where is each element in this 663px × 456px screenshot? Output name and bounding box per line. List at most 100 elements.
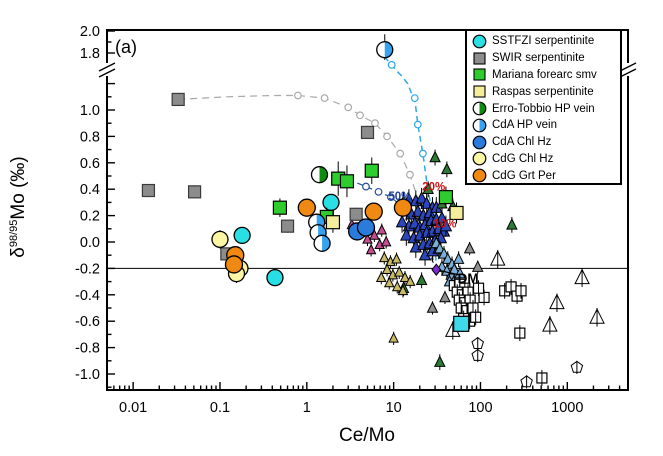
x-tick-label: 100 <box>468 400 492 416</box>
cda-hp-mixing-curve-marker <box>413 120 422 129</box>
steel-blue-triangles-point <box>452 251 465 268</box>
plot-border <box>106 29 629 391</box>
gray-triangles-point <box>463 241 476 256</box>
cdg-chl-hz-point <box>211 230 229 249</box>
circle-legend-marker-icon <box>472 168 487 183</box>
y-tick-label: 1.0 <box>80 103 100 119</box>
legend-item-swir-serpentinite: SWIR serpentinite <box>471 50 620 67</box>
panel-label: (a) <box>115 37 137 57</box>
swir-serpentinite-point <box>141 183 156 198</box>
khaki-triangles-point <box>397 284 409 298</box>
erro-tobbio-hp-vein-point <box>310 166 329 184</box>
magenta-triangles-point <box>365 243 377 257</box>
legend-item-cdg-chl-hz: CdG Chl Hz <box>471 151 620 168</box>
legend-label: CdA Chl Hz <box>492 136 552 149</box>
x-tick-label: 0.01 <box>119 400 147 416</box>
legend-item-erro-tobbio-hp-vein: Erro-Tobbio HP vein <box>471 100 620 117</box>
steel-blue-triangles-point <box>441 251 454 268</box>
open-squares-point <box>470 309 482 326</box>
open-squares-point <box>514 325 526 341</box>
x-tick-label: 1 <box>303 400 311 416</box>
swir-serpentinite-point <box>280 219 295 233</box>
legend-item-mariana-forearc-smv: Mariana forearc smv <box>471 67 620 84</box>
cdg-grt-per-point <box>224 255 244 274</box>
x-tick-label: 10 <box>386 400 402 416</box>
legend-label: CdG Chl Hz <box>492 152 554 165</box>
cdg-grt-per-point <box>297 198 316 217</box>
annotation-50pct: 50% <box>388 191 411 203</box>
y-tick-label: 1.8 <box>80 46 100 62</box>
half-circle-legend-marker-icon <box>472 118 487 133</box>
khaki-triangles-point <box>399 271 411 285</box>
y-tick-label: 0.6 <box>80 156 100 172</box>
magenta-triangles-point <box>380 235 392 249</box>
open-triangles-point <box>549 293 565 312</box>
y-tick-label: -0.4 <box>75 288 100 304</box>
cda-hp-mixing-curve-marker <box>418 149 427 158</box>
swir-serpentinite-point <box>349 207 363 221</box>
swir-mixing-curve-marker <box>356 111 364 120</box>
fifty-pct-mixing-curve-marker <box>362 182 370 191</box>
open-triangles-point <box>574 268 590 287</box>
fifty-pct-mixing-curve-marker <box>374 187 383 196</box>
legend-item-raspas-serpentinite: Raspas serpentinite <box>471 83 620 100</box>
cdg-grt-per-point <box>364 202 383 221</box>
dark-green-triangles-point <box>422 181 435 198</box>
half-circle-legend-marker-icon <box>472 101 487 116</box>
open-pentagons-point <box>471 336 484 351</box>
open-squares-point <box>472 280 485 297</box>
swir-mixing-curve-marker <box>294 91 302 100</box>
legend-label: SSTFZI serpentinite <box>492 35 595 48</box>
cdg-grt-per-point <box>393 198 413 217</box>
dark-green-triangles-point <box>415 272 428 289</box>
cda-chl-hz-point <box>356 218 376 237</box>
y-tick-label: 0.0 <box>80 235 100 251</box>
sstfzi-serpentinite-point <box>266 268 284 287</box>
circle-legend-marker-icon <box>472 152 487 166</box>
open-pentagons-point <box>520 375 533 389</box>
sstfzi-serpentinite-point <box>322 193 340 212</box>
cda-hp-vein-point <box>376 34 394 60</box>
cda-hp-vein-point <box>313 234 331 252</box>
legend-item-cdg-grt-per: CdG Grt Per <box>471 167 620 184</box>
swir-mixing-curve-marker <box>320 94 329 103</box>
x-tick-label: 1000 <box>551 400 583 416</box>
x-axis-title: Ce/Mo <box>339 425 395 446</box>
y-tick-label: 0.4 <box>80 182 100 198</box>
legend-item-cda-hp-vein: CdA HP vein <box>471 117 620 134</box>
open-pentagons-point <box>471 348 484 363</box>
swir-serpentinite-point <box>171 92 185 107</box>
cda-hp-mixing-curve-marker <box>387 60 396 69</box>
legend-label: Mariana forearc smv <box>492 68 597 81</box>
dark-green-triangles-point <box>441 161 453 178</box>
raspas-serpentinite-point <box>449 202 464 224</box>
axis-break-mark <box>619 62 637 72</box>
legend-item-sstfzi-serpentinite: SSTFZI serpentinite <box>471 33 620 50</box>
raspas-serpentinite-point <box>325 211 341 233</box>
square-legend-marker-icon <box>473 85 486 98</box>
cda-hp-mixing-curve-marker <box>410 94 419 103</box>
mariana-forearc-smv-point <box>272 198 288 217</box>
open-pentagons-point <box>570 360 584 374</box>
swir-serpentinite-point <box>360 125 375 140</box>
sstfzi-serpentinite-point <box>233 226 251 245</box>
swir-mixing-curve-marker <box>383 132 391 141</box>
dm-arrow <box>439 269 460 276</box>
khaki-triangles-point <box>383 276 395 290</box>
y-tick-label: -0.8 <box>75 341 100 357</box>
circle-legend-marker-icon <box>472 34 487 49</box>
annotation-10pct: 10% <box>433 219 456 231</box>
open-squares-point <box>536 370 548 386</box>
y-tick-label: 0.8 <box>80 129 100 145</box>
y-tick-label: -0.6 <box>75 314 100 330</box>
legend-label: Erro-Tobbio HP vein <box>492 102 595 115</box>
x-tick-label: 0.1 <box>210 400 230 416</box>
khaki-triangles-point <box>378 251 390 265</box>
open-squares-point <box>515 282 527 299</box>
swir-serpentinite-point <box>187 185 202 199</box>
annotation-20pct: 20% <box>422 182 445 194</box>
khaki-triangles-point <box>404 275 416 289</box>
khaki-triangles-point <box>381 263 393 277</box>
khaki-triangles-point <box>391 252 402 266</box>
